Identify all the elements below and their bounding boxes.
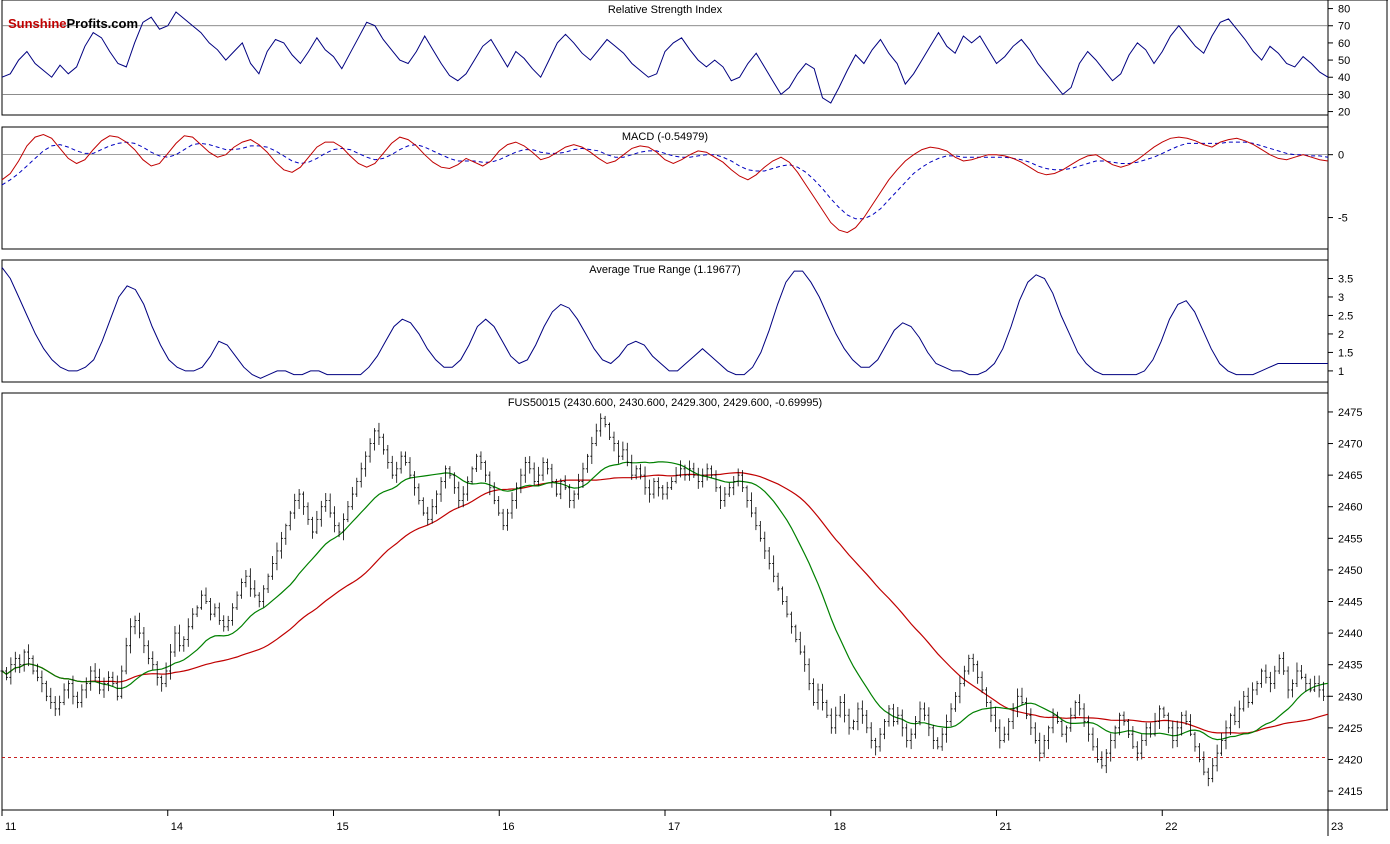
ytick-label: 2450 xyxy=(1338,565,1362,577)
ytick-label: 70 xyxy=(1338,21,1350,33)
ytick-label: 2 xyxy=(1338,329,1344,341)
ytick-label: 2425 xyxy=(1338,723,1362,735)
macd-line xyxy=(2,135,1328,233)
xaxis-label: 18 xyxy=(834,821,846,833)
ytick-label: 2435 xyxy=(1338,660,1362,672)
ytick-label: 1.5 xyxy=(1338,347,1353,359)
xaxis-label: 16 xyxy=(502,821,514,833)
chart-svg: 11141516171821222320304050607080Relative… xyxy=(0,0,1390,844)
ytick-label: -5 xyxy=(1338,213,1348,225)
ytick-label: 2475 xyxy=(1338,407,1362,419)
ytick-label: 80 xyxy=(1338,4,1350,16)
watermark: SunshineProfits.com xyxy=(8,16,138,31)
ytick-label: 60 xyxy=(1338,38,1350,50)
ytick-label: 2445 xyxy=(1338,597,1362,609)
atr-line xyxy=(2,267,1328,378)
ytick-label: 1 xyxy=(1338,366,1344,378)
ytick-label: 2.5 xyxy=(1338,310,1353,322)
ytick-label: 3.5 xyxy=(1338,273,1353,285)
ytick-label: 2440 xyxy=(1338,628,1362,640)
ytick-label: 40 xyxy=(1338,72,1350,84)
panel-title: MACD (-0.54979) xyxy=(622,131,708,143)
ytick-label: 2460 xyxy=(1338,502,1362,514)
chart-container: 11141516171821222320304050607080Relative… xyxy=(0,0,1390,844)
macd-signal-line xyxy=(2,142,1328,219)
ytick-label: 2420 xyxy=(1338,754,1362,766)
ytick-label: 0 xyxy=(1338,150,1344,162)
ytick-label: 2470 xyxy=(1338,439,1362,451)
xaxis-label: 17 xyxy=(668,821,680,833)
panel-title: FUS50015 (2430.600, 2430.600, 2429.300, … xyxy=(508,397,822,409)
xaxis-label: 22 xyxy=(1165,821,1177,833)
ytick-label: 50 xyxy=(1338,55,1350,67)
ytick-label: 2415 xyxy=(1338,786,1362,798)
ytick-label: 3 xyxy=(1338,292,1344,304)
xaxis-label: 11 xyxy=(5,821,16,833)
xaxis-label: 23 xyxy=(1331,821,1343,833)
xaxis-label: 21 xyxy=(1000,821,1012,833)
ytick-label: 2465 xyxy=(1338,470,1362,482)
ma-slow xyxy=(2,473,1328,734)
ytick-label: 30 xyxy=(1338,89,1350,101)
panel-title: Relative Strength Index xyxy=(608,4,723,16)
ma-fast xyxy=(2,462,1328,740)
ytick-label: 2455 xyxy=(1338,533,1362,545)
xaxis-label: 14 xyxy=(171,821,183,833)
xaxis-label: 15 xyxy=(337,821,349,833)
ytick-label: 2430 xyxy=(1338,691,1362,703)
panel-title: Average True Range (1.19677) xyxy=(589,264,740,276)
ytick-label: 20 xyxy=(1338,107,1350,119)
